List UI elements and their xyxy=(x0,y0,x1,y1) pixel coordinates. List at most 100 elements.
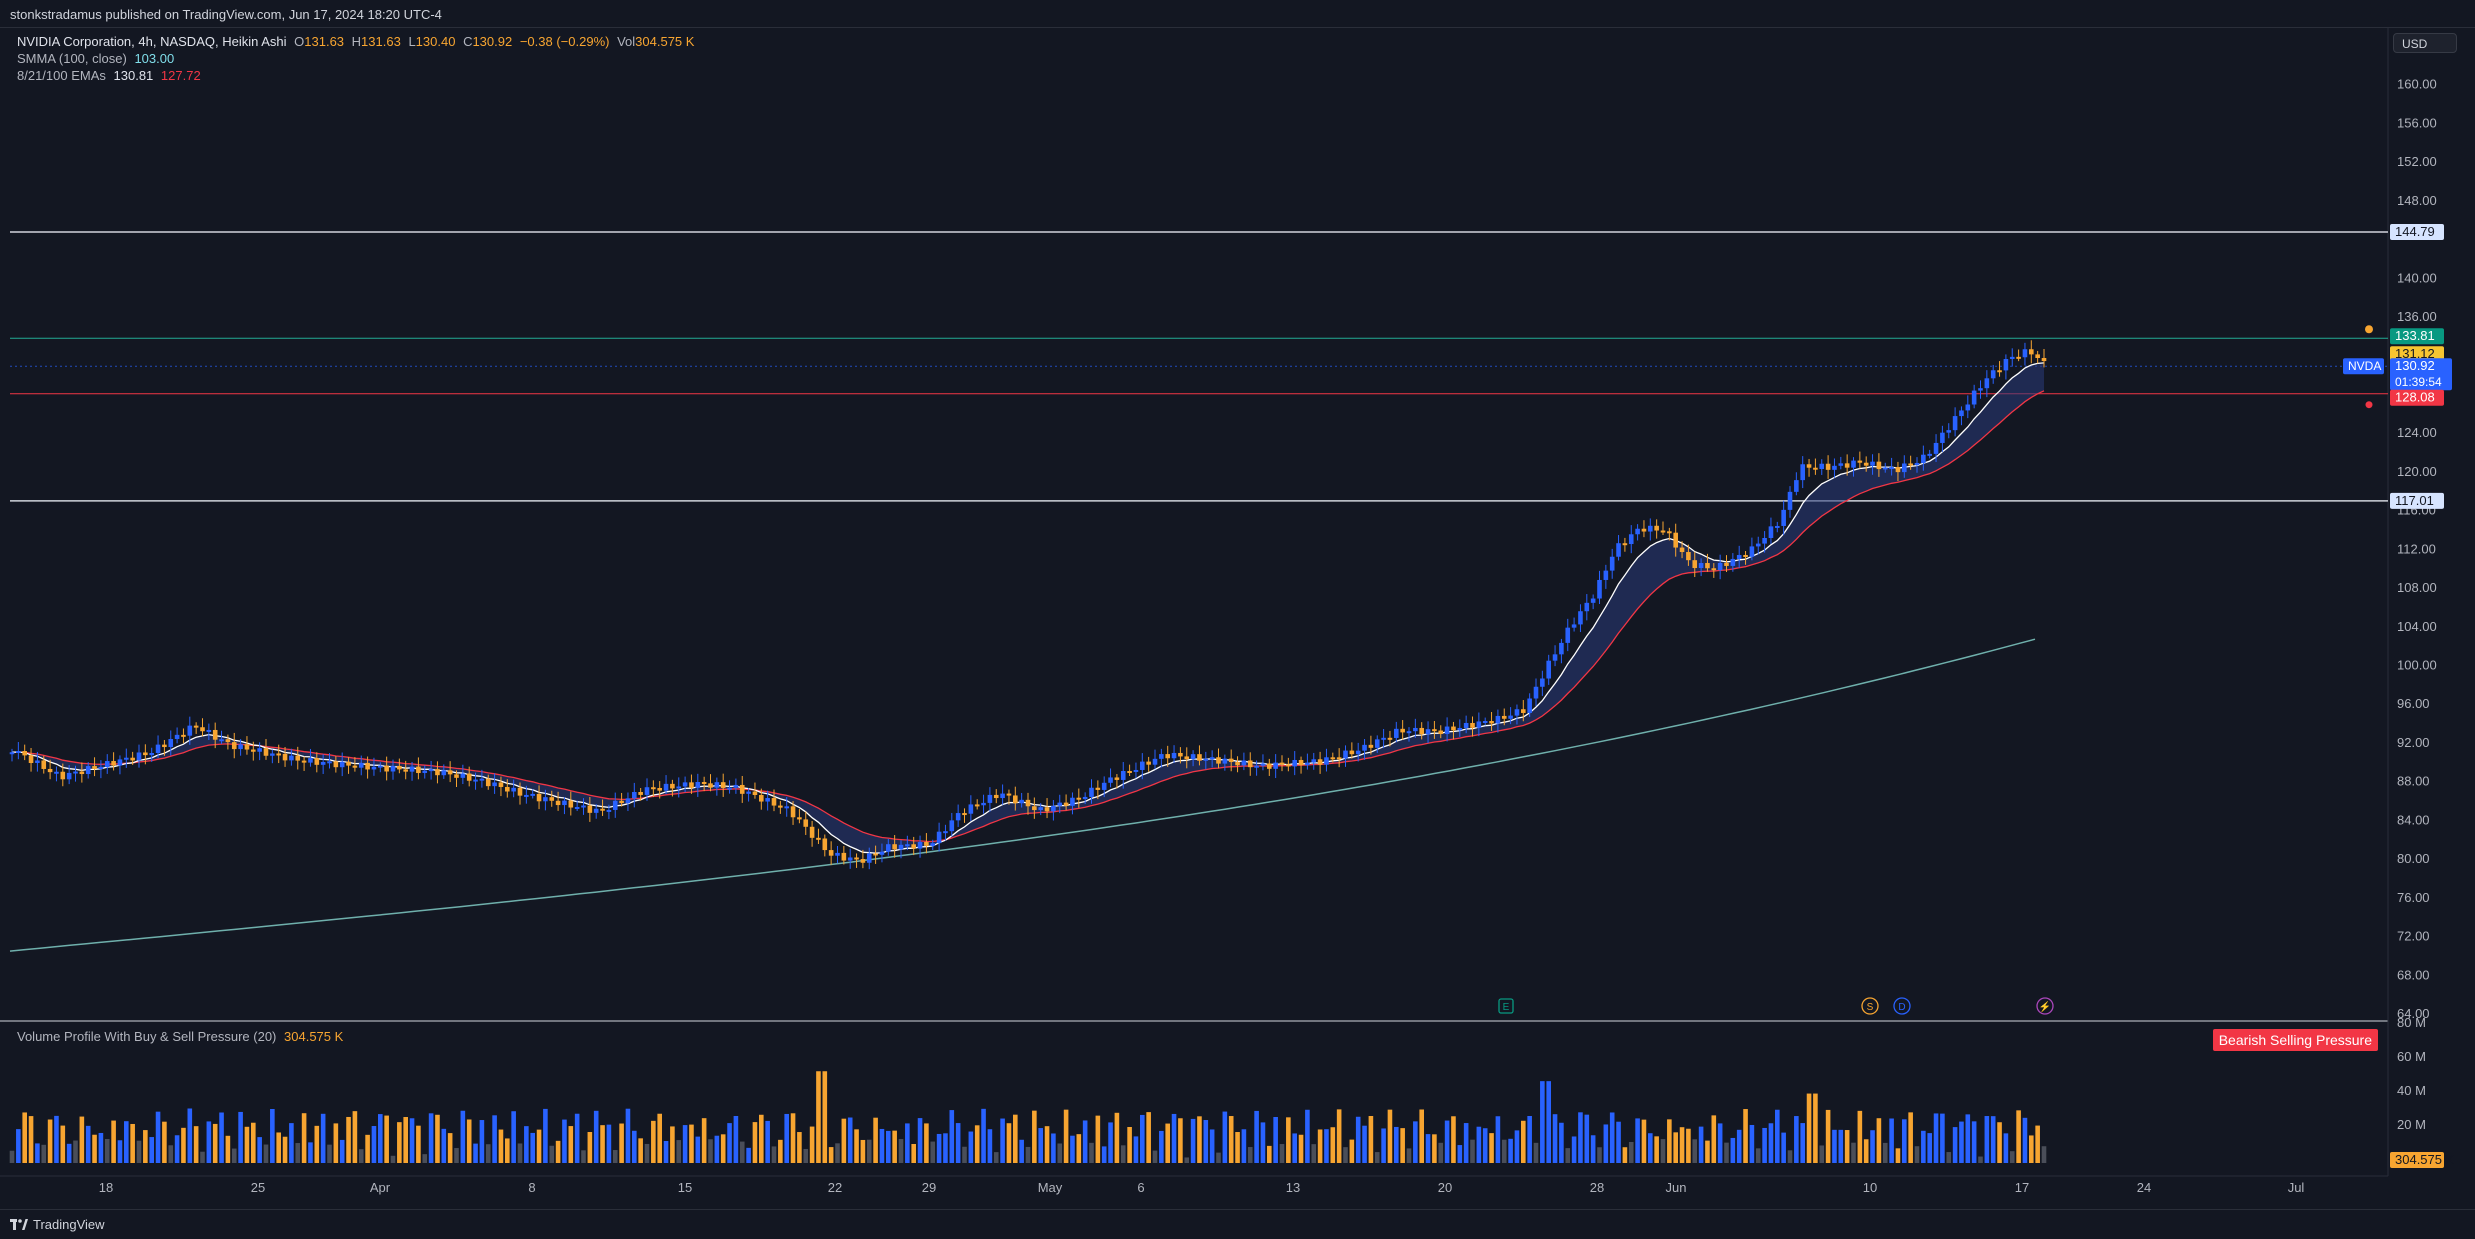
time-tick-label: 28 xyxy=(1590,1180,1604,1195)
candle-body xyxy=(2041,358,2047,362)
candle-body xyxy=(524,794,529,797)
candle-body xyxy=(714,782,720,788)
price-tick-label: 104.00 xyxy=(2397,619,2437,634)
candle-body xyxy=(1813,467,1818,470)
volume-tick-label: 80 M xyxy=(2397,1015,2426,1030)
open-value: 131.63 xyxy=(304,34,345,49)
candle-body xyxy=(352,765,358,768)
volume-bar xyxy=(854,1129,859,1163)
volume-bar xyxy=(1768,1123,1774,1163)
candle-body xyxy=(1787,491,1793,510)
candle-body xyxy=(549,797,555,801)
volume-bar xyxy=(1889,1118,1894,1163)
price-tick-label: 120.00 xyxy=(2397,464,2437,479)
price-tick-label: 112.00 xyxy=(2397,541,2436,556)
candle-body xyxy=(1857,460,1863,463)
volume-bar xyxy=(1082,1120,1088,1163)
alert-icon xyxy=(2365,401,2373,409)
open-label: O xyxy=(294,34,305,49)
candle-body xyxy=(1597,579,1602,599)
candle-body xyxy=(1152,758,1158,765)
candle-body xyxy=(1914,462,1920,465)
volume-tick-label: 60 M xyxy=(2397,1049,2426,1064)
candle-body xyxy=(1959,410,1964,417)
candle-body xyxy=(555,800,561,806)
volume-bar xyxy=(181,1127,186,1163)
volume-bar xyxy=(981,1108,986,1163)
candle-body xyxy=(200,727,205,732)
volume-bar xyxy=(193,1126,199,1163)
candle-body xyxy=(1711,568,1717,571)
volume-bar xyxy=(473,1143,478,1163)
currency-selector[interactable]: USD xyxy=(2393,33,2457,53)
candle-body xyxy=(1032,806,1037,811)
candle-body xyxy=(759,795,764,802)
candle-body xyxy=(1305,762,1310,766)
symbol-badge: NVDA xyxy=(2348,359,2381,373)
candle-body xyxy=(282,753,288,761)
volume-bar xyxy=(454,1148,459,1163)
volume-bar xyxy=(276,1132,281,1163)
candle-body xyxy=(809,826,815,838)
volume-bar xyxy=(797,1132,802,1163)
volume-bar xyxy=(879,1128,885,1163)
volume-bar xyxy=(9,1150,15,1163)
candle-body xyxy=(98,767,104,770)
volume-bar xyxy=(1444,1120,1450,1163)
candle-body xyxy=(231,742,237,750)
volume-bar xyxy=(1381,1128,1386,1163)
tradingview-logo[interactable]: TradingView xyxy=(10,1217,105,1232)
candle-body xyxy=(270,753,275,756)
candle-body xyxy=(397,765,402,770)
candle-body xyxy=(1565,627,1571,643)
candle-body xyxy=(92,766,97,769)
candle-body xyxy=(1660,530,1666,533)
volume-bar xyxy=(1349,1139,1355,1163)
volume-bar xyxy=(1933,1113,1939,1163)
volume-bar xyxy=(1190,1118,1196,1163)
candle-body xyxy=(1482,721,1488,724)
candle-body xyxy=(1641,528,1647,532)
volume-bar xyxy=(301,1113,307,1163)
volume-bar xyxy=(1654,1136,1659,1163)
volume-bar xyxy=(536,1129,542,1163)
candle-body xyxy=(60,771,66,780)
volume-bar xyxy=(752,1122,758,1163)
candle-body xyxy=(1952,416,1958,431)
volume-bar xyxy=(371,1126,377,1163)
candle-body xyxy=(1648,525,1653,532)
volume-bar xyxy=(701,1118,707,1163)
price-tick-label: 68.00 xyxy=(2397,967,2430,982)
candle-body xyxy=(1222,758,1228,764)
volume-pane-legend[interactable]: Volume Profile With Buy & Sell Pressure … xyxy=(17,1029,347,1045)
smma-legend[interactable]: SMMA (100, close) 103.00 xyxy=(17,51,178,67)
candle-body xyxy=(193,725,199,728)
candle-body xyxy=(803,819,809,827)
candle-body xyxy=(111,761,116,766)
volume-bar xyxy=(1038,1128,1043,1163)
volume-bar xyxy=(339,1139,345,1163)
ema-legend[interactable]: 8/21/100 EMAs 130.81 127.72 xyxy=(17,68,205,84)
candle-body xyxy=(593,808,599,813)
candle-body xyxy=(251,749,256,752)
candle-body xyxy=(670,783,675,789)
price-tick-label: 136.00 xyxy=(2397,309,2437,324)
candle-body xyxy=(1819,463,1825,470)
candle-body xyxy=(238,744,243,750)
candle-body xyxy=(130,757,135,761)
candle-body xyxy=(219,739,224,742)
candle-body xyxy=(1508,715,1513,719)
candle-body xyxy=(1292,760,1297,767)
volume-bar xyxy=(574,1113,580,1163)
volume-bar xyxy=(1235,1132,1240,1163)
candle-body xyxy=(1425,729,1431,735)
volume-bar xyxy=(555,1140,561,1163)
candle-body xyxy=(816,837,821,840)
price-badge-117: 117.01 xyxy=(2395,493,2434,508)
candle-body xyxy=(1044,807,1050,812)
volume-bar xyxy=(155,1111,161,1163)
volume-bar xyxy=(1089,1142,1094,1163)
candle-body xyxy=(1717,562,1723,571)
candle-body xyxy=(308,758,313,763)
